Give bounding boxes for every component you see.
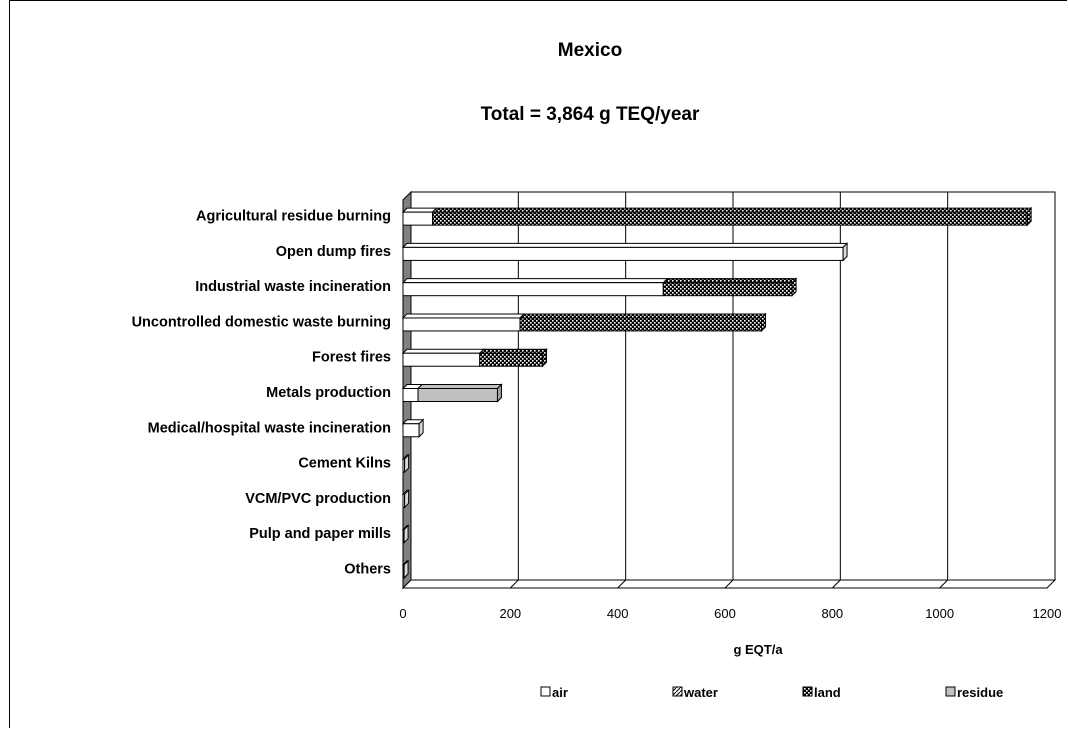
grid-floor-line bbox=[724, 579, 734, 589]
chart-subtitle: Total = 3,864 g TEQ/year bbox=[481, 104, 700, 125]
category-label: Forest fires bbox=[312, 350, 391, 366]
bar-segment-land bbox=[431, 206, 1033, 227]
x-tick-label: 0 bbox=[399, 606, 406, 621]
bar-segment-air bbox=[401, 348, 485, 367]
bar-segment-air bbox=[401, 313, 526, 332]
bar-segment-land bbox=[478, 348, 548, 368]
bar-segment-air bbox=[401, 242, 849, 262]
legend-item-air: air bbox=[540, 685, 568, 700]
bar-segment-air bbox=[401, 207, 438, 226]
category-label: Open dump fires bbox=[276, 244, 391, 260]
x-tick-labels: 0 200 400 600 800 1000 1200 bbox=[399, 606, 1061, 621]
category-label: Cement Kilns bbox=[298, 456, 391, 472]
legend-label: water bbox=[683, 685, 718, 700]
grid-floor-line bbox=[509, 579, 519, 589]
bar-segment-air bbox=[401, 524, 410, 544]
legend-label: residue bbox=[957, 685, 1003, 700]
x-tick-label: 1000 bbox=[925, 606, 954, 621]
legend-swatch bbox=[802, 686, 813, 697]
bars-group bbox=[401, 206, 1033, 580]
category-label: Pulp and paper mills bbox=[249, 526, 391, 542]
category-label: VCM/PVC production bbox=[245, 491, 391, 507]
category-label: Industrial waste incineration bbox=[195, 279, 391, 295]
x-tick-label: 800 bbox=[821, 606, 843, 621]
legend-label: air bbox=[552, 685, 568, 700]
bar-segment-land bbox=[518, 312, 767, 333]
legend: air water land residue bbox=[540, 685, 1003, 700]
legend-swatch bbox=[540, 686, 551, 697]
category-label: Metals production bbox=[266, 385, 391, 401]
bar-segment-residue bbox=[416, 383, 503, 403]
legend-label: land bbox=[814, 685, 841, 700]
category-label: Agricultural residue burning bbox=[196, 209, 391, 225]
grid-floor-line bbox=[831, 579, 841, 589]
legend-swatch bbox=[945, 686, 956, 697]
legend-swatch bbox=[672, 686, 683, 697]
grid-floor-line bbox=[617, 579, 627, 589]
legend-item-water: water bbox=[672, 685, 718, 700]
bar-segment-air bbox=[401, 489, 410, 509]
x-axis-label: g EQT/a bbox=[733, 642, 783, 657]
chart-title: Mexico bbox=[558, 40, 622, 61]
category-labels: Agricultural residue burning Open dump fi… bbox=[132, 209, 391, 578]
bar-segment-land bbox=[662, 277, 798, 297]
legend-item-residue: residue bbox=[945, 685, 1003, 700]
bar-segment-air bbox=[401, 278, 669, 297]
x-tick-label: 600 bbox=[714, 606, 736, 621]
category-label: Others bbox=[344, 561, 391, 577]
bar-segment-air bbox=[401, 559, 410, 580]
x-tick-label: 200 bbox=[499, 606, 521, 621]
category-label: Uncontrolled domestic waste burning bbox=[132, 314, 391, 330]
legend-item-land: land bbox=[802, 685, 841, 700]
bar-segment-air bbox=[401, 453, 410, 474]
grid-floor-line bbox=[939, 579, 949, 589]
bar-segment-air bbox=[401, 418, 425, 438]
x-tick-label: 400 bbox=[607, 606, 629, 621]
category-label: Medical/hospital waste incineration bbox=[148, 420, 391, 436]
x-tick-label: 1200 bbox=[1033, 606, 1062, 621]
